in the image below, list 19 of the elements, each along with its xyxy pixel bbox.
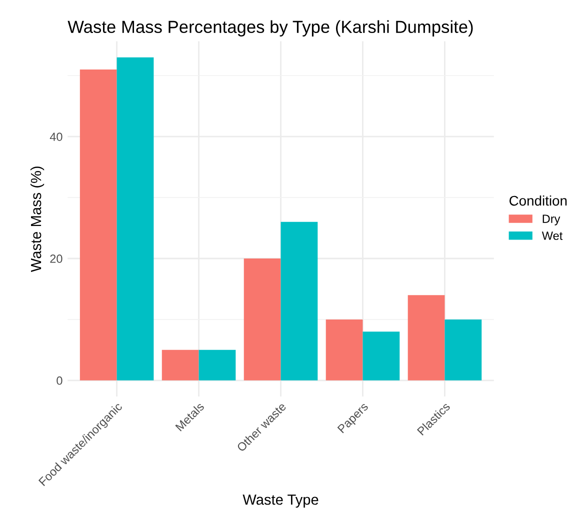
legend-label: Dry bbox=[542, 214, 560, 226]
legend-label: Wet bbox=[542, 232, 563, 240]
chart-title: Waste Mass Percentages by Type (Karshi Dumpsite) bbox=[68, 20, 473, 36]
legend-title: Condition bbox=[510, 195, 567, 206]
y-axis-title: Waste Mass (%) bbox=[30, 166, 44, 272]
bar bbox=[162, 350, 199, 380]
bar bbox=[80, 70, 117, 380]
x-axis-title: Waste Type bbox=[242, 494, 318, 508]
bar bbox=[116, 57, 154, 380]
bar bbox=[244, 258, 281, 380]
y-tick-label: 40 bbox=[50, 132, 62, 141]
bar bbox=[444, 319, 482, 380]
bar bbox=[362, 332, 400, 380]
bar bbox=[408, 295, 445, 380]
y-tick-label: 20 bbox=[50, 254, 62, 263]
bar bbox=[280, 222, 318, 380]
y-tick-label: 0 bbox=[56, 376, 62, 385]
bar bbox=[198, 350, 236, 380]
bar bbox=[326, 319, 363, 380]
